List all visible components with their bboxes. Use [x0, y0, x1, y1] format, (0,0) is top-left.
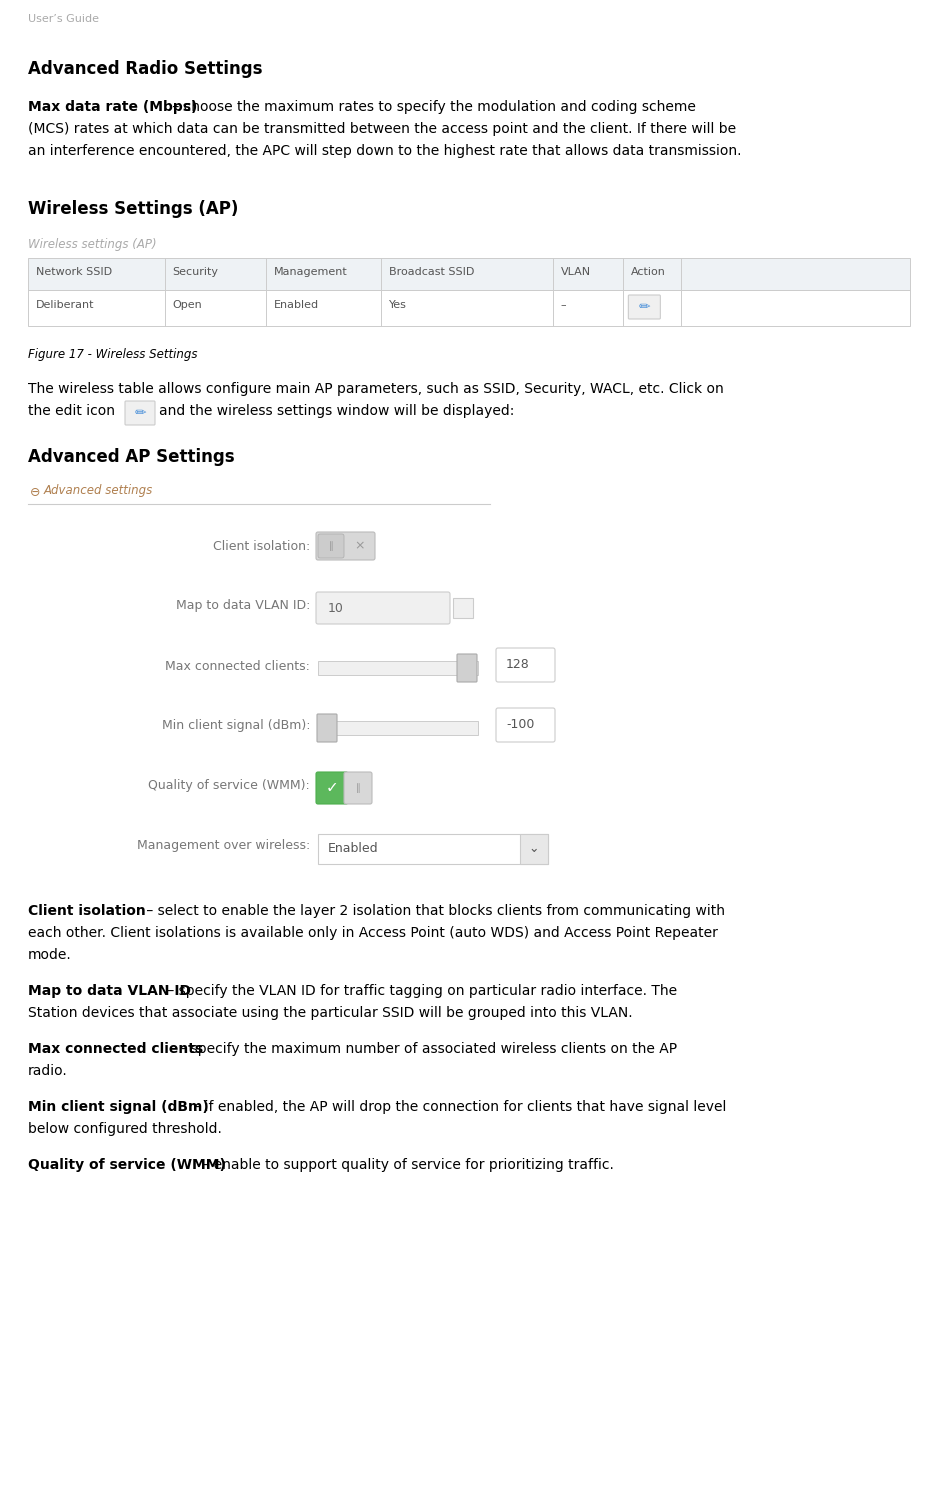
Text: Max connected clients: Max connected clients	[28, 1042, 203, 1056]
Text: Max data rate (Mbps): Max data rate (Mbps)	[28, 100, 197, 115]
Text: – specify the VLAN ID for traffic tagging on particular radio interface. The: – specify the VLAN ID for traffic taggin…	[162, 985, 677, 998]
Text: Station devices that associate using the particular SSID will be grouped into th: Station devices that associate using the…	[28, 1006, 633, 1019]
FancyBboxPatch shape	[453, 599, 473, 618]
Text: Advanced AP Settings: Advanced AP Settings	[28, 448, 235, 466]
Text: –: –	[561, 300, 566, 311]
Text: 10: 10	[328, 602, 344, 614]
Text: radio.: radio.	[28, 1065, 68, 1078]
FancyBboxPatch shape	[125, 401, 155, 425]
Text: Enabled: Enabled	[328, 843, 378, 855]
Text: The wireless table allows configure main AP parameters, such as SSID, Security, : The wireless table allows configure main…	[28, 382, 724, 397]
FancyBboxPatch shape	[318, 661, 478, 676]
Text: ∥: ∥	[329, 541, 333, 550]
Text: below configured threshold.: below configured threshold.	[28, 1122, 222, 1136]
FancyBboxPatch shape	[318, 834, 548, 864]
Text: ✏: ✏	[134, 406, 146, 421]
FancyBboxPatch shape	[457, 654, 477, 682]
Text: User’s Guide: User’s Guide	[28, 14, 99, 24]
FancyBboxPatch shape	[318, 534, 344, 558]
Text: the edit icon: the edit icon	[28, 404, 115, 418]
Text: Network SSID: Network SSID	[36, 267, 112, 277]
Text: and the wireless settings window will be displayed:: and the wireless settings window will be…	[159, 404, 515, 418]
Text: – choose the maximum rates to specify the modulation and coding scheme: – choose the maximum rates to specify th…	[168, 100, 696, 115]
Text: – select to enable the layer 2 isolation that blocks clients from communicating : – select to enable the layer 2 isolation…	[142, 903, 725, 918]
Text: Quality of service (WMM):: Quality of service (WMM):	[148, 780, 310, 793]
Text: Broadcast SSID: Broadcast SSID	[389, 267, 474, 277]
Text: ✓: ✓	[326, 781, 338, 796]
Text: 128: 128	[506, 659, 530, 671]
Text: Advanced settings: Advanced settings	[44, 484, 153, 498]
Text: Security: Security	[173, 267, 219, 277]
Text: ×: ×	[355, 540, 365, 552]
Text: ⌄: ⌄	[529, 843, 539, 855]
FancyBboxPatch shape	[317, 713, 337, 742]
Text: Wireless settings (AP): Wireless settings (AP)	[28, 238, 157, 250]
FancyBboxPatch shape	[496, 707, 555, 742]
FancyBboxPatch shape	[316, 772, 348, 804]
Text: Max connected clients:: Max connected clients:	[165, 659, 310, 673]
Text: an interference encountered, the APC will step down to the highest rate that all: an interference encountered, the APC wil…	[28, 143, 742, 158]
Text: each other. Client isolations is available only in Access Point (auto WDS) and A: each other. Client isolations is availab…	[28, 926, 718, 939]
Text: Advanced Radio Settings: Advanced Radio Settings	[28, 60, 263, 78]
Text: (MCS) rates at which data can be transmitted between the access point and the cl: (MCS) rates at which data can be transmi…	[28, 122, 736, 136]
Text: Min client signal (dBm):: Min client signal (dBm):	[162, 719, 310, 733]
Text: Deliberant: Deliberant	[36, 300, 95, 311]
Text: ∥: ∥	[356, 783, 361, 793]
Text: Client isolation: Client isolation	[28, 903, 146, 918]
FancyBboxPatch shape	[628, 296, 660, 320]
Text: Wireless Settings (AP): Wireless Settings (AP)	[28, 201, 239, 219]
FancyBboxPatch shape	[28, 290, 910, 326]
Text: Management: Management	[274, 267, 347, 277]
Text: - specify the maximum number of associated wireless clients on the AP: - specify the maximum number of associat…	[177, 1042, 677, 1056]
Text: Map to data VLAN ID: Map to data VLAN ID	[28, 985, 191, 998]
Text: Quality of service (WMM): Quality of service (WMM)	[28, 1158, 226, 1172]
Text: Yes: Yes	[389, 300, 407, 311]
Text: Client isolation:: Client isolation:	[213, 540, 310, 552]
Text: VLAN: VLAN	[561, 267, 591, 277]
Text: Open: Open	[173, 300, 203, 311]
Text: mode.: mode.	[28, 949, 71, 962]
Text: -100: -100	[506, 718, 534, 731]
Text: Action: Action	[631, 267, 667, 277]
Text: ⊖: ⊖	[30, 486, 40, 499]
Text: – enable to support quality of service for prioritizing traffic.: – enable to support quality of service f…	[198, 1158, 614, 1172]
Text: - if enabled, the AP will drop the connection for clients that have signal level: - if enabled, the AP will drop the conne…	[192, 1099, 727, 1114]
Text: Enabled: Enabled	[274, 300, 319, 311]
Text: Figure 17 - Wireless Settings: Figure 17 - Wireless Settings	[28, 348, 197, 360]
FancyBboxPatch shape	[520, 834, 548, 864]
FancyBboxPatch shape	[496, 648, 555, 682]
FancyBboxPatch shape	[344, 772, 372, 804]
Text: Management over wireless:: Management over wireless:	[137, 840, 310, 852]
Text: ✏: ✏	[639, 300, 650, 314]
FancyBboxPatch shape	[316, 532, 375, 559]
FancyBboxPatch shape	[28, 258, 910, 290]
Text: Min client signal (dBm): Min client signal (dBm)	[28, 1099, 208, 1114]
Text: Map to data VLAN ID:: Map to data VLAN ID:	[176, 600, 310, 612]
FancyBboxPatch shape	[316, 593, 450, 624]
FancyBboxPatch shape	[318, 721, 478, 734]
